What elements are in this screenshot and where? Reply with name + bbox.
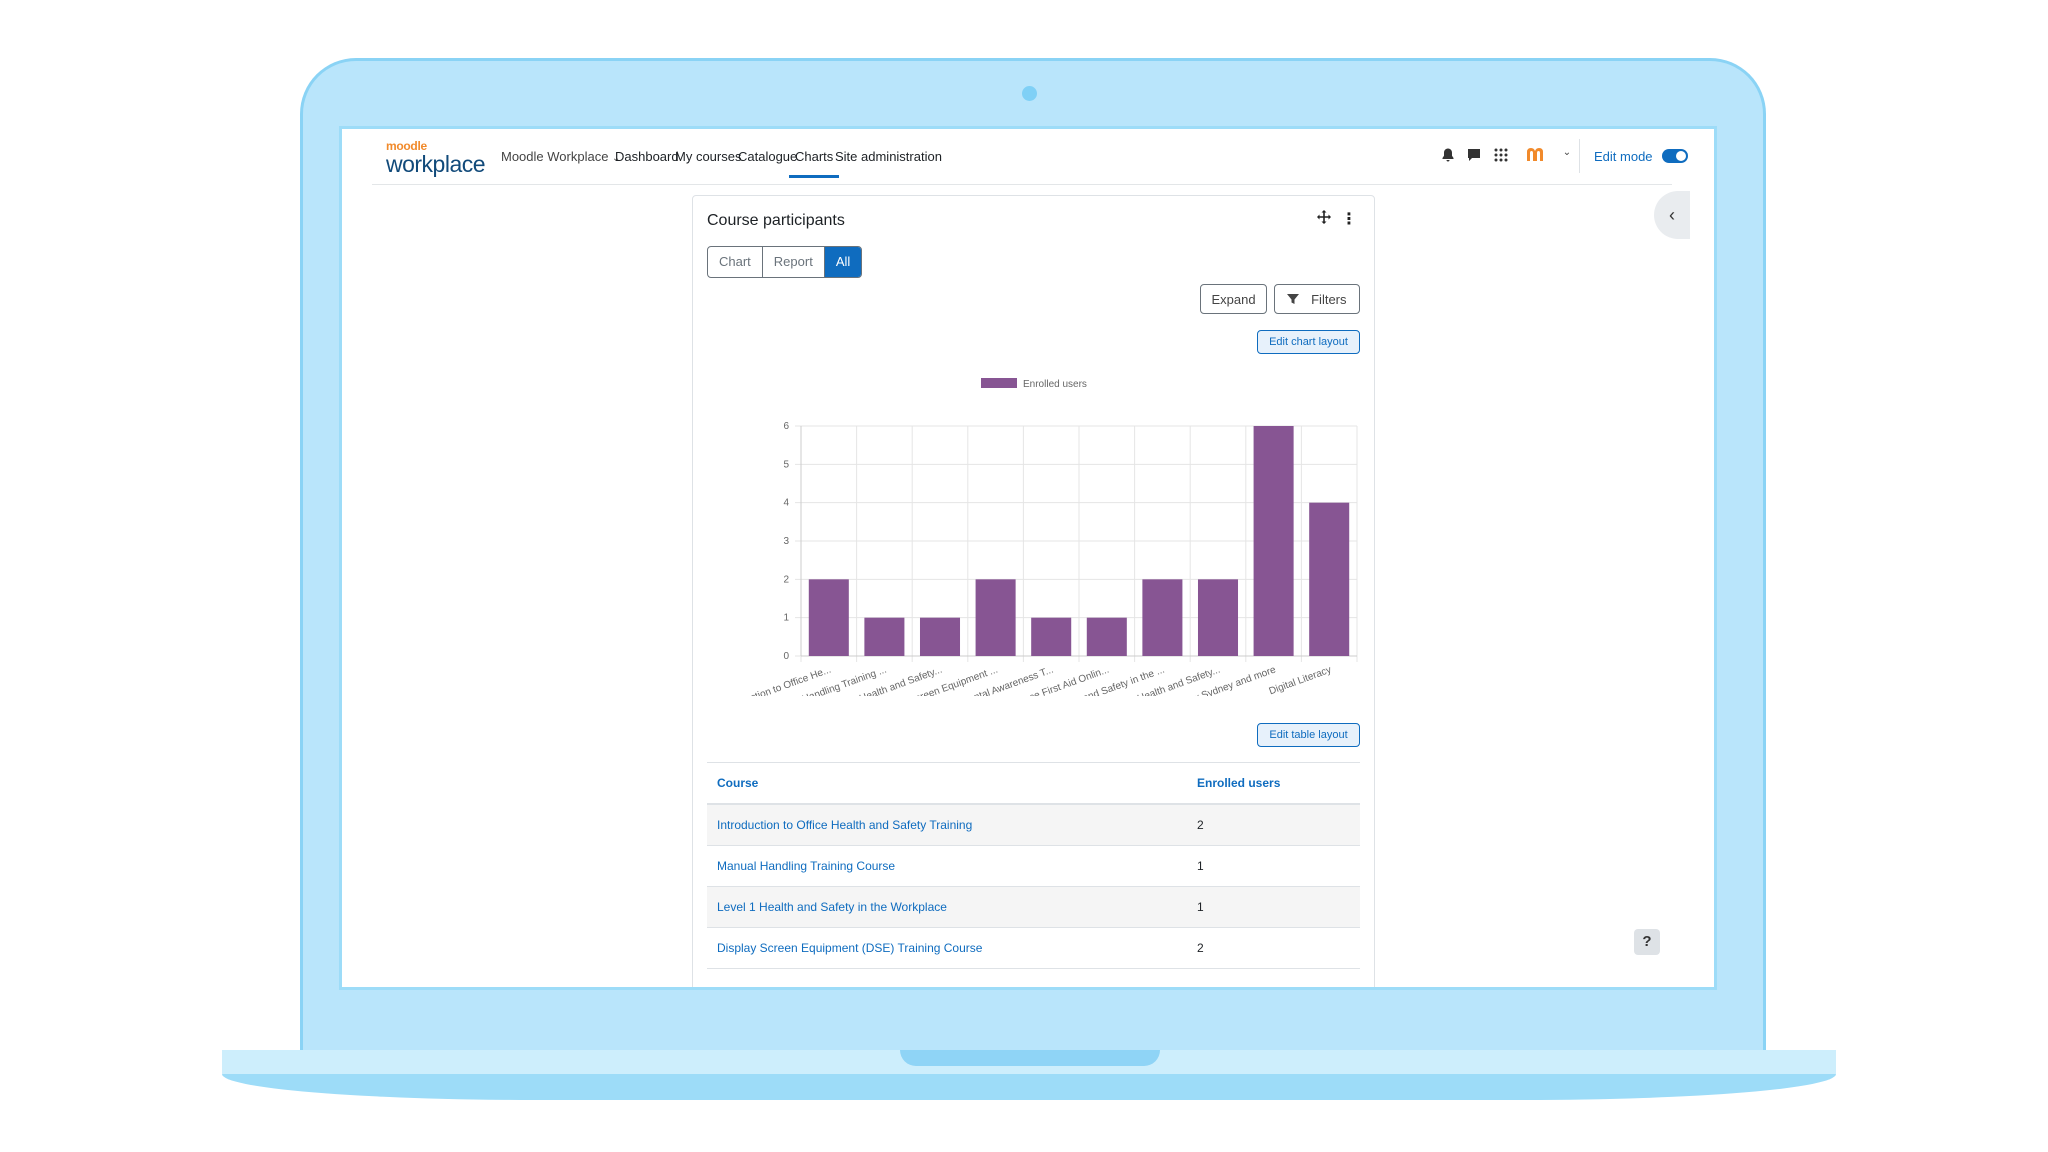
laptop-base-lower <box>222 1074 1836 1100</box>
edit-mode-label: Edit mode <box>1594 149 1653 164</box>
drawer-toggle-button[interactable]: ‹ <box>1654 191 1690 239</box>
filters-label: Filters <box>1311 292 1347 307</box>
tab-chart[interactable]: Chart <box>708 247 763 277</box>
tab-all[interactable]: All <box>824 247 862 277</box>
nav-my-courses[interactable]: My courses <box>675 149 742 164</box>
nav-charts[interactable]: Charts <box>788 149 840 178</box>
report-table: Course Enrolled users Introduction to Of… <box>707 762 1360 969</box>
column-header-course[interactable]: Course <box>707 762 1187 805</box>
chart-bar <box>808 579 849 656</box>
navbar-divider <box>1579 139 1580 173</box>
report-card: Course participants ⋮ Chart Report All E… <box>692 195 1375 987</box>
legend-swatch <box>981 378 1017 388</box>
nav-catalogue[interactable]: Catalogue <box>738 149 798 164</box>
course-link[interactable]: Manual Handling Training Course <box>707 845 1187 887</box>
expand-button[interactable]: Expand <box>1200 284 1267 314</box>
chart-bar <box>1086 617 1127 656</box>
legend-label: Enrolled users <box>1023 379 1087 390</box>
chart-bar <box>975 579 1016 656</box>
enrolled-count: 1 <box>1187 886 1360 928</box>
course-link[interactable]: Introduction to Office Health and Safety… <box>707 804 1187 846</box>
edit-mode-toggle[interactable] <box>1662 149 1688 163</box>
table-header-row: Course Enrolled users <box>707 762 1360 805</box>
course-link[interactable]: Display Screen Equipment (DSE) Training … <box>707 927 1187 969</box>
y-tick-label: 3 <box>783 536 789 547</box>
nav-site-administration[interactable]: Site administration <box>835 149 942 164</box>
filter-icon <box>1287 294 1300 304</box>
user-menu-chevron-icon[interactable]: ⌄ <box>1562 147 1572 158</box>
chart-bar <box>1253 426 1294 656</box>
card-title: Course participants <box>707 212 845 229</box>
chart-bar <box>1031 617 1072 656</box>
chevron-left-icon: ‹ <box>1669 205 1675 225</box>
chat-icon[interactable] <box>1465 147 1483 165</box>
table-row: Manual Handling Training Course 1 <box>707 845 1360 887</box>
y-tick-label: 5 <box>783 459 789 470</box>
tab-report[interactable]: Report <box>763 247 825 277</box>
apps-grid-icon[interactable] <box>1492 147 1510 165</box>
laptop-notch <box>900 1050 1160 1066</box>
camera-dot <box>1022 86 1037 101</box>
logo-small: moodle <box>386 139 427 153</box>
navbar: moodle workplace Moodle Workplace ⌄ Dash… <box>372 129 1688 185</box>
bell-icon[interactable] <box>1439 147 1457 165</box>
table-row: Level 1 Health and Safety in the Workpla… <box>707 886 1360 928</box>
logo-big: workplace <box>386 151 486 177</box>
tenant-switcher[interactable]: Moodle Workplace ⌄ <box>501 149 620 164</box>
y-tick-label: 1 <box>783 613 789 624</box>
table-row: Display Screen Equipment (DSE) Training … <box>707 927 1360 969</box>
help-button[interactable]: ? <box>1634 929 1660 955</box>
chevron-down-icon: ⌄ <box>612 153 621 164</box>
enrolled-count: 2 <box>1187 927 1360 969</box>
course-link[interactable]: Level 1 Health and Safety in the Workpla… <box>707 886 1187 928</box>
move-icon[interactable] <box>1317 210 1331 229</box>
tenant-label: Moodle Workplace <box>501 149 609 164</box>
view-switcher: Chart Report All <box>707 246 863 278</box>
chart-bar <box>919 617 961 656</box>
chart-bar <box>864 617 905 656</box>
y-tick-label: 0 <box>783 651 789 662</box>
table-row: Introduction to Office Health and Safety… <box>707 804 1360 846</box>
chart-bar <box>1142 579 1183 656</box>
column-header-enrolled-users[interactable]: Enrolled users <box>1187 762 1360 805</box>
kebab-menu-icon[interactable]: ⋮ <box>1341 211 1357 228</box>
x-tick-label: Digital Literacy <box>1268 664 1333 696</box>
nav-dashboard[interactable]: Dashboard <box>615 149 679 164</box>
enrolled-count: 1 <box>1187 845 1360 887</box>
y-tick-label: 2 <box>783 574 789 585</box>
screen: moodle workplace Moodle Workplace ⌄ Dash… <box>339 126 1717 990</box>
filters-button[interactable]: Filters <box>1274 284 1360 314</box>
user-avatar[interactable] <box>1525 145 1549 168</box>
enrolled-count: 2 <box>1187 804 1360 846</box>
y-tick-label: 4 <box>783 498 789 509</box>
edit-table-layout-button[interactable]: Edit table layout <box>1257 723 1360 747</box>
chart-bar <box>1309 502 1350 656</box>
chart-bar <box>1197 579 1239 656</box>
edit-chart-layout-button[interactable]: Edit chart layout <box>1257 330 1360 354</box>
y-tick-label: 6 <box>783 421 789 432</box>
